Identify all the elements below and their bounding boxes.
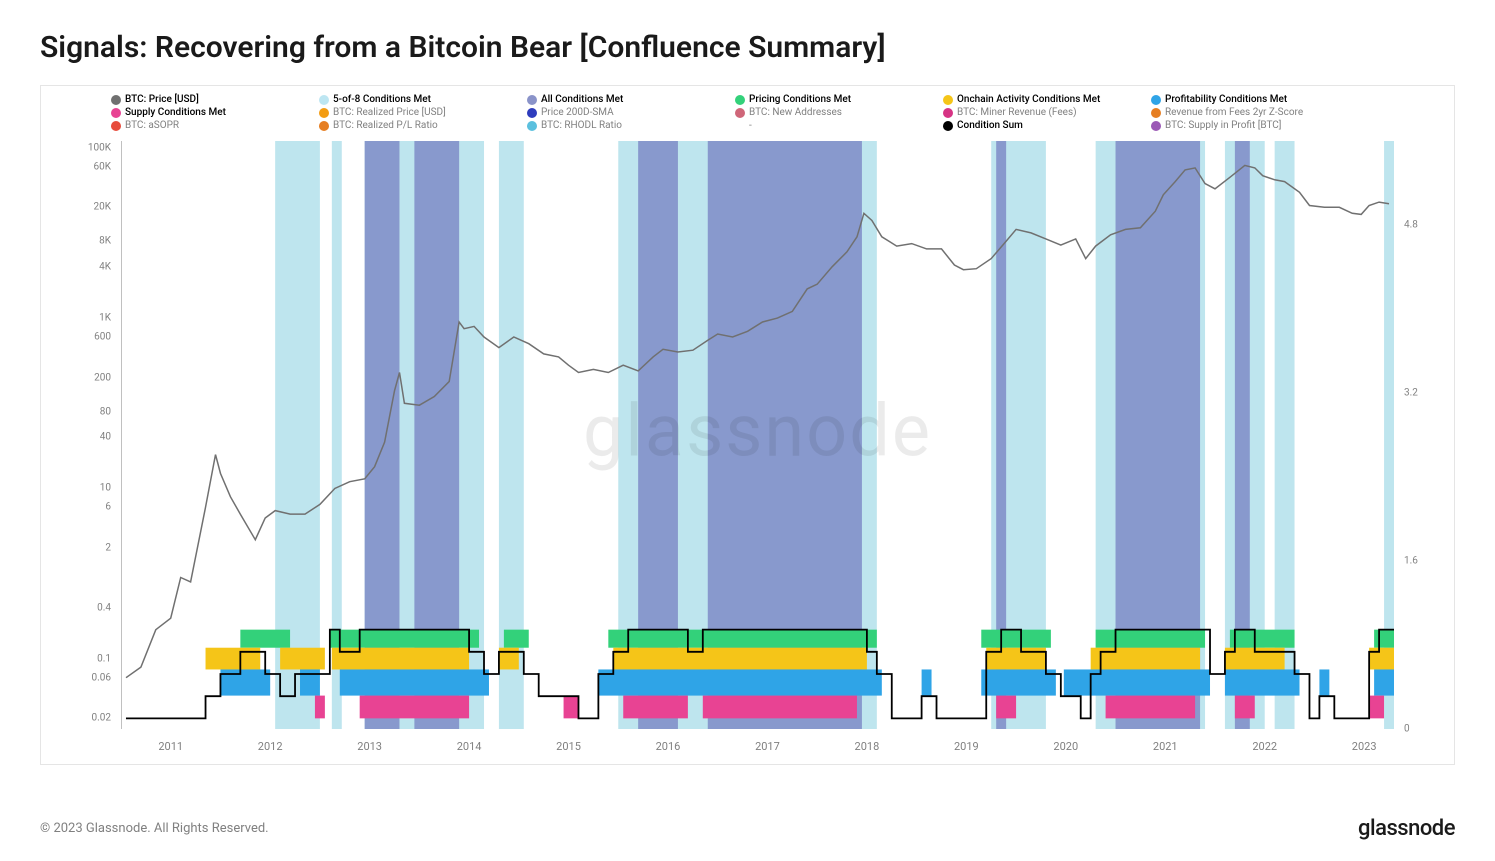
legend-label: BTC: New Addresses [749,107,842,118]
y-tick-left: 60K [93,161,111,172]
y-axis-left: 0.02 0.06 0.1 0.4 2 6 10 40 80 200 600 1K 4K 8K 20K 60K… [41,141,119,729]
y-tick-left: 8K [99,236,111,247]
x-tick: 2016 [656,740,681,753]
x-tick: 2023 [1352,740,1377,753]
legend-item[interactable]: Condition Sum [943,120,1143,131]
legend-label: BTC: RHODL Ratio [541,120,622,131]
y-tick-right: 1.6 [1404,556,1418,567]
x-tick: 2012 [258,740,283,753]
legend-item[interactable]: BTC: aSOPR [111,120,311,131]
legend-label: BTC: Realized P/L Ratio [333,120,438,131]
legend-item[interactable]: Revenue from Fees 2yr Z-Score [1151,107,1351,118]
legend-swatch [319,121,329,131]
chart-container: BTC: Price [USD] 5-of-8 Conditions Met All… [40,85,1455,765]
chart-svg [121,141,1394,729]
x-tick: 2011 [158,740,183,753]
y-tick-left: 20K [93,202,111,213]
legend-swatch [943,108,953,118]
y-tick-left: 6 [105,502,111,513]
y-tick-left: 600 [94,332,111,343]
y-tick-left: 200 [94,372,111,383]
legend-label: BTC: aSOPR [125,120,179,131]
legend-item[interactable]: Pricing Conditions Met [735,94,935,105]
legend-swatch [319,95,329,105]
legend-item[interactable]: All Conditions Met [527,94,727,105]
legend: BTC: Price [USD] 5-of-8 Conditions Met All… [111,94,1444,131]
legend-item[interactable]: BTC: RHODL Ratio [527,120,727,131]
legend-label: Condition Sum [957,120,1023,131]
y-tick-right: 3.2 [1404,388,1418,399]
legend-swatch [111,121,121,131]
x-tick: 2013 [357,740,382,753]
x-tick: 2021 [1153,740,1178,753]
legend-swatch [111,108,121,118]
legend-item[interactable]: Profitability Conditions Met [1151,94,1351,105]
legend-swatch [111,95,121,105]
y-tick-left: 40 [100,432,111,443]
x-axis: 2011 2012 2013 2014 2015 2016 2017 2018 2019 2020… [121,730,1394,764]
legend-item[interactable]: 5-of-8 Conditions Met [319,94,519,105]
legend-label: All Conditions Met [541,94,623,105]
y-tick-left: 0.1 [97,653,111,664]
legend-swatch [1151,121,1161,131]
legend-swatch [527,108,537,118]
y-tick-left: 4K [99,261,111,272]
y-tick-left: 0.4 [97,602,111,613]
legend-item[interactable]: - [735,120,935,131]
page-title: Signals: Recovering from a Bitcoin Bear … [40,30,1455,65]
x-tick: 2020 [1053,740,1078,753]
legend-swatch [735,121,745,131]
legend-label: 5-of-8 Conditions Met [333,94,431,105]
y-tick-left: 80 [100,406,111,417]
legend-item[interactable]: BTC: Price [USD] [111,94,311,105]
legend-swatch [319,108,329,118]
legend-label: BTC: Realized Price [USD] [333,107,446,118]
legend-label: BTC: Price [USD] [125,94,199,105]
legend-item[interactable]: BTC: Realized Price [USD] [319,107,519,118]
legend-label: BTC: Miner Revenue (Fees) [957,107,1077,118]
y-tick-left: 0.06 [92,672,112,683]
legend-swatch [527,95,537,105]
y-axis-right: 01.63.24.8 [1396,141,1454,729]
legend-swatch [527,121,537,131]
plot-area: glassnode [121,141,1394,729]
legend-item[interactable]: BTC: Supply in Profit [BTC] [1151,120,1351,131]
legend-swatch [943,121,953,131]
legend-swatch [943,95,953,105]
x-tick: 2022 [1252,740,1277,753]
legend-label: Profitability Conditions Met [1165,94,1287,105]
legend-label: Pricing Conditions Met [749,94,851,105]
footer: © 2023 Glassnode. All Rights Reserved. g… [40,816,1455,841]
x-tick: 2018 [855,740,880,753]
legend-item[interactable]: BTC: Realized P/L Ratio [319,120,519,131]
x-tick: 2015 [556,740,581,753]
legend-label: Revenue from Fees 2yr Z-Score [1165,107,1303,118]
y-tick-left: 10 [100,483,111,494]
legend-swatch [1151,95,1161,105]
legend-item[interactable]: BTC: New Addresses [735,107,935,118]
legend-item[interactable]: Supply Conditions Met [111,107,311,118]
y-tick-right: 4.8 [1404,220,1418,231]
y-tick-left: 100K [88,142,111,153]
copyright: © 2023 Glassnode. All Rights Reserved. [40,821,269,836]
y-tick-left: 2 [105,542,111,553]
legend-item[interactable]: Onchain Activity Conditions Met [943,94,1143,105]
x-tick: 2019 [954,740,979,753]
legend-item[interactable]: BTC: Miner Revenue (Fees) [943,107,1143,118]
legend-label: - [749,120,752,131]
legend-swatch [735,95,745,105]
y-tick-left: 0.02 [92,713,112,724]
legend-label: Price 200D-SMA [541,107,614,118]
x-tick: 2014 [457,740,482,753]
y-tick-right: 0 [1404,724,1410,735]
legend-swatch [1151,108,1161,118]
legend-item[interactable]: Price 200D-SMA [527,107,727,118]
x-tick: 2017 [755,740,780,753]
legend-label: Onchain Activity Conditions Met [957,94,1100,105]
brand-logo: glassnode [1358,816,1455,841]
legend-swatch [735,108,745,118]
y-tick-left: 1K [99,313,111,324]
legend-label: BTC: Supply in Profit [BTC] [1165,120,1281,131]
legend-label: Supply Conditions Met [125,107,226,118]
